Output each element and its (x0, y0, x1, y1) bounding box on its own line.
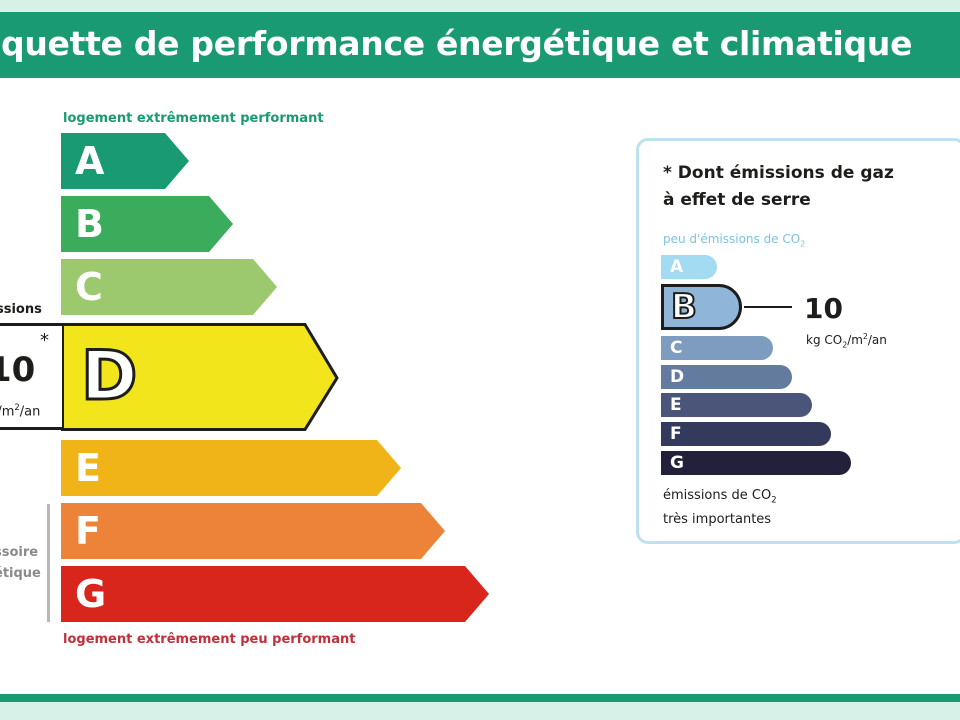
energy-class-d-selected: D (61, 323, 343, 433)
energy-class-e: E (61, 440, 403, 496)
energy-class-d-shape (61, 323, 339, 431)
ges-bottom-caption: émissions de CO2 très importantes (663, 488, 777, 527)
ges-class-g-shape (661, 451, 851, 475)
energy-class-b-shape (61, 196, 233, 252)
energy-class-c: C (61, 259, 279, 315)
ges-class-d-letter: D (670, 367, 685, 387)
ges-class-b-letter: B (670, 286, 698, 328)
page-title: iquette de performance énergétique et cl… (0, 24, 913, 63)
energy-class-f-letter: F (75, 509, 101, 553)
ges-title: * Dont émissions de gaz à effet de serre (663, 160, 894, 214)
energy-class-g-shape (61, 566, 489, 622)
emissions-value: 10 (0, 350, 36, 390)
energy-class-a-letter: A (75, 139, 105, 183)
ges-connector-line (744, 306, 792, 308)
energy-class-f-shape (61, 503, 445, 559)
bottom-strip (0, 702, 960, 720)
ges-class-a-letter: A (670, 257, 684, 277)
ges-class-e-shape (661, 393, 812, 417)
energy-class-g: G (61, 566, 491, 622)
emissions-value-box (0, 323, 62, 430)
energy-class-c-shape (61, 259, 277, 315)
side-label-line1: ssoire (0, 545, 39, 560)
energy-class-a: A (61, 133, 191, 189)
ges-class-d: D (661, 365, 794, 389)
ges-top-caption: peu d'émissions de CO2 (663, 232, 806, 249)
ges-title-line2: à effet de serre (663, 190, 811, 210)
ges-class-g: G (661, 451, 853, 475)
ges-class-e: E (661, 393, 814, 417)
bottom-line (0, 694, 960, 702)
side-rule (47, 504, 50, 622)
ges-value: 10 (804, 292, 843, 325)
ges-class-d-shape (661, 365, 792, 389)
ges-unit: kg CO2/m2/an (806, 332, 887, 350)
ges-class-c-letter: C (670, 338, 683, 358)
energy-class-b-letter: B (75, 202, 104, 246)
ges-class-c-shape (661, 336, 773, 360)
top-strip (0, 0, 960, 12)
emissions-star: * (40, 330, 49, 351)
energy-class-g-letter: G (75, 572, 107, 616)
energy-class-b: B (61, 196, 235, 252)
ges-class-f-letter: F (670, 424, 682, 444)
ges-class-c: C (661, 336, 775, 360)
ges-class-e-letter: E (670, 395, 682, 415)
ges-class-b-selected: B (661, 284, 745, 330)
energy-class-d-letter: D (79, 336, 138, 418)
energy-class-a-shape (61, 133, 189, 189)
energy-class-e-letter: E (75, 446, 101, 490)
emissions-label: ssions (0, 302, 42, 317)
side-label-line2: étique (0, 566, 41, 581)
energy-top-caption: logement extrêmement performant (63, 111, 324, 126)
emissions-unit: 2/m2/an (0, 402, 41, 420)
ges-class-b-shape (661, 284, 742, 330)
header-band (0, 12, 960, 78)
energy-class-e-shape (61, 440, 401, 496)
energy-bottom-caption: logement extrêmement peu performant (63, 632, 356, 647)
ges-class-f-shape (661, 422, 831, 446)
ges-title-line1: * Dont émissions de gaz (663, 163, 894, 183)
ges-class-f: F (661, 422, 833, 446)
energy-class-f: F (61, 503, 447, 559)
ges-class-a: A (661, 255, 719, 279)
ges-class-a-shape (661, 255, 717, 279)
ges-class-g-letter: G (670, 453, 684, 473)
energy-class-c-letter: C (75, 265, 103, 309)
